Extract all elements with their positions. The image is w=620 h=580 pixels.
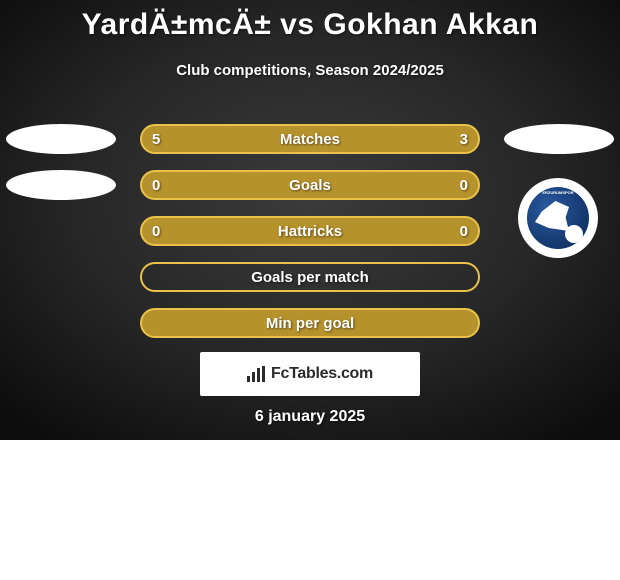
stat-value-right: 0 — [460, 177, 468, 194]
ball-icon — [565, 225, 583, 243]
infographic-card: YardÄ±mcÄ± vs Gokhan Akkan Club competit… — [0, 0, 620, 440]
date-label: 6 january 2025 — [0, 408, 620, 426]
team-badge-right: ERZURUMSPOR — [518, 178, 598, 258]
watermark-text: FcTables.com — [271, 365, 373, 383]
team-logo-left — [6, 124, 116, 154]
stat-value-left: 0 — [152, 223, 160, 240]
page-title: YardÄ±mcÄ± vs Gokhan Akkan — [0, 8, 620, 42]
page-subtitle: Club competitions, Season 2024/2025 — [0, 62, 620, 79]
stat-pill: Hattricks — [140, 216, 480, 246]
stat-pill: Goals per match — [140, 262, 480, 292]
stat-value-right: 3 — [460, 131, 468, 148]
stat-pill: Min per goal — [140, 308, 480, 338]
team-logo-right — [504, 124, 614, 154]
comparison-row: Goals per match — [0, 260, 620, 306]
stat-value-left: 5 — [152, 131, 160, 148]
comparison-row: Matches5 3 — [0, 122, 620, 168]
watermark-bars-icon — [247, 366, 267, 382]
comparison-row: Min per goal — [0, 306, 620, 352]
stat-pill: Matches — [140, 124, 480, 154]
team-logo-left — [6, 170, 116, 200]
team-badge-right-text: ERZURUMSPOR — [527, 190, 589, 195]
eagle-icon — [535, 201, 569, 231]
stat-pill: Goals — [140, 170, 480, 200]
stat-value-right: 0 — [460, 223, 468, 240]
stat-value-left: 0 — [152, 177, 160, 194]
team-badge-right-inner: ERZURUMSPOR — [527, 187, 589, 249]
watermark: FcTables.com — [200, 352, 420, 396]
